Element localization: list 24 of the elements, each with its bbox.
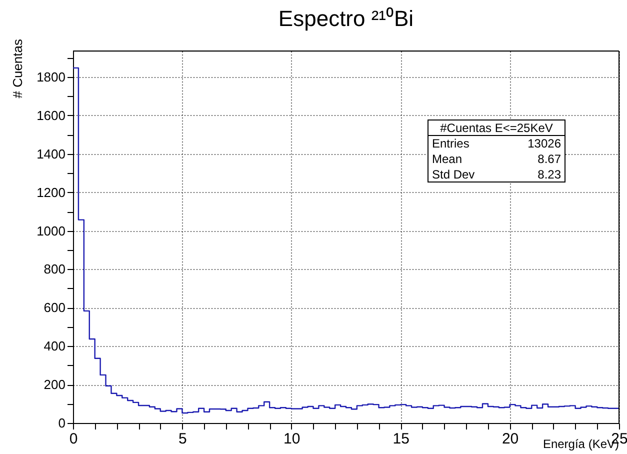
y-tick-label: 1600: [36, 108, 66, 123]
y-tick-label: 0: [58, 416, 66, 430]
annotation: Std Dev: [432, 167, 475, 182]
annotation: Entries: [432, 136, 470, 150]
x-tick-label: 20: [502, 430, 519, 448]
x-tick-label: 5: [178, 430, 187, 448]
annotation: Mean: [432, 152, 462, 166]
y-tick-label: 800: [44, 262, 66, 277]
y-tick-label: 200: [44, 377, 66, 392]
annotation: 8.23: [538, 167, 562, 182]
y-axis-title: # Cuentas: [10, 38, 25, 98]
x-tick-label: 15: [392, 430, 410, 448]
y-tick-label: 1400: [36, 146, 66, 162]
annotation: 13026: [528, 136, 562, 150]
annotation: 8.67: [538, 152, 562, 166]
y-tick-label: 1800: [36, 69, 66, 84]
x-tick-label: 0: [69, 430, 78, 448]
x-tick-label: 10: [284, 430, 300, 448]
annotation: #Cuentas E<=25KeV: [440, 120, 553, 135]
y-tick-label: 600: [44, 300, 66, 316]
y-tick-label: 1000: [36, 223, 66, 238]
y-tick-label: 400: [44, 338, 66, 354]
y-tick-label: 1200: [36, 184, 66, 200]
chart-title: Espectro ²¹⁰Bi: [278, 6, 414, 31]
